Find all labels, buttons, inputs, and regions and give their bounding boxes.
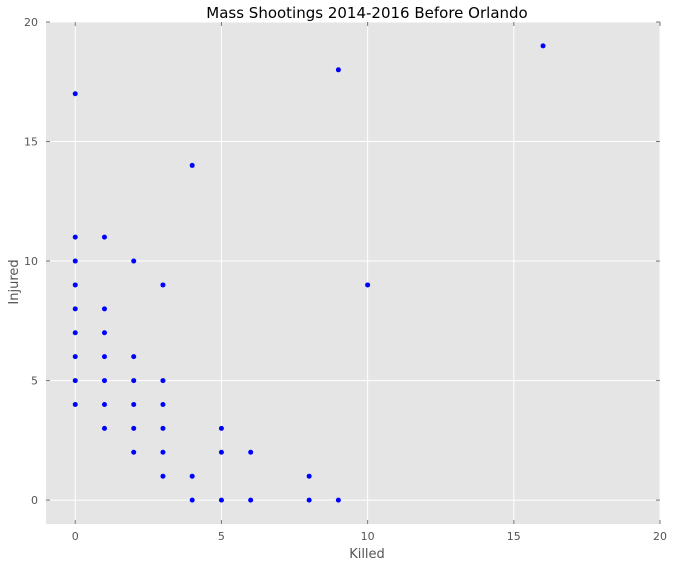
- data-point: [101, 425, 107, 431]
- data-point: [218, 425, 224, 431]
- y-tick-label: 0: [31, 494, 38, 507]
- y-tick-label: 5: [31, 375, 38, 388]
- data-point: [160, 449, 166, 455]
- axis-ticks: [46, 21, 661, 524]
- data-point: [131, 425, 137, 431]
- tick-labels: 0 5 10 15 20 0 5 10 15 20: [24, 16, 667, 543]
- data-point: [131, 354, 137, 360]
- data-point: [160, 473, 166, 479]
- data-point: [306, 473, 312, 479]
- data-point: [160, 425, 166, 431]
- data-point: [306, 497, 312, 503]
- data-point: [160, 401, 166, 407]
- chart-title: Mass Shootings 2014-2016 Before Orlando: [206, 4, 527, 22]
- data-point: [131, 449, 137, 455]
- data-point: [101, 306, 107, 312]
- y-tick-label: 20: [24, 16, 38, 29]
- y-axis-title: Injured: [7, 259, 22, 304]
- data-point: [335, 497, 341, 503]
- data-point: [72, 401, 78, 407]
- data-point: [189, 497, 195, 503]
- data-point: [72, 306, 78, 312]
- data-point: [72, 378, 78, 384]
- data-point: [72, 91, 78, 97]
- data-point: [101, 330, 107, 336]
- data-point: [72, 282, 78, 288]
- data-point: [248, 497, 254, 503]
- data-point: [248, 449, 254, 455]
- grid-lines: [46, 21, 661, 524]
- data-point: [189, 473, 195, 479]
- data-point: [131, 378, 137, 384]
- data-point: [101, 378, 107, 384]
- y-tick-label: 15: [24, 136, 38, 149]
- plot-area: [46, 22, 660, 524]
- data-point: [72, 258, 78, 264]
- data-point: [72, 330, 78, 336]
- x-axis-title: Killed: [349, 547, 385, 562]
- data-point: [189, 162, 195, 168]
- data-point: [218, 449, 224, 455]
- x-tick-label: 0: [72, 530, 79, 543]
- x-tick-label: 5: [218, 530, 225, 543]
- data-point: [335, 67, 341, 73]
- data-point: [131, 258, 137, 264]
- x-tick-label: 20: [653, 530, 667, 543]
- data-point: [101, 354, 107, 360]
- data-point: [131, 401, 137, 407]
- data-point: [540, 43, 546, 49]
- data-point: [160, 282, 166, 288]
- data-point: [101, 401, 107, 407]
- x-tick-label: 10: [361, 530, 375, 543]
- y-tick-label: 10: [24, 255, 38, 268]
- data-point: [101, 234, 107, 240]
- x-tick-label: 15: [507, 530, 521, 543]
- data-point: [218, 497, 224, 503]
- data-point: [160, 378, 166, 384]
- data-points: [72, 43, 546, 503]
- data-point: [72, 234, 78, 240]
- data-point: [72, 354, 78, 360]
- data-point: [365, 282, 371, 288]
